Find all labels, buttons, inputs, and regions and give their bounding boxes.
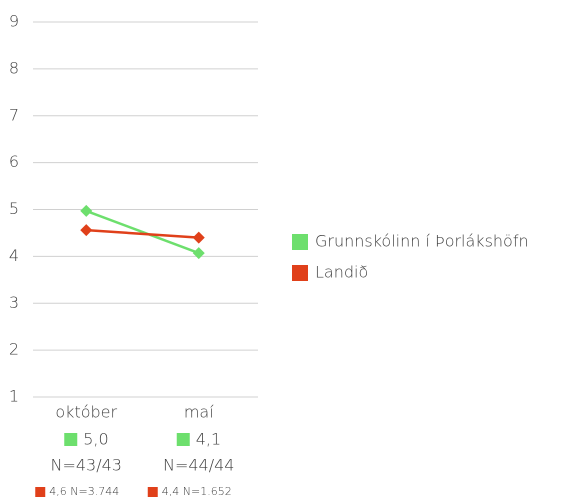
value-label: 4,1 (196, 430, 221, 449)
label-swatch (147, 487, 158, 497)
y-tick-label: 8 (9, 58, 19, 77)
y-tick-label: 9 (9, 12, 19, 31)
x-tick-label: október (55, 403, 117, 422)
legend-swatch (292, 234, 308, 250)
label-swatch (176, 433, 190, 446)
point (80, 204, 93, 217)
value-label: 4,4 (162, 485, 180, 498)
label-swatch (64, 433, 78, 446)
series-line (85, 209, 200, 255)
y-tick-label: 5 (9, 199, 19, 218)
value-label: 4,4 N=1.652 (162, 485, 232, 498)
n-label: N=44/44 (163, 456, 234, 475)
label-swatch (35, 487, 46, 497)
series-line (86, 228, 199, 239)
point (80, 224, 93, 237)
y-tick-label: 6 (9, 152, 19, 171)
point (192, 231, 205, 244)
y-tick-label: 4 (9, 246, 19, 265)
legend-label: Grunnskólinn í Þorlákshöfn (315, 232, 529, 251)
legend-swatch (292, 265, 308, 281)
y-tick-label: 1 (9, 387, 19, 406)
n-label: N=1.652 (183, 485, 232, 498)
x-tick-label: maí (184, 403, 214, 422)
value-label: 4,6 N=3.744 (49, 485, 119, 498)
y-tick-label: 7 (9, 105, 19, 124)
y-tick-label: 3 (9, 293, 19, 312)
value-label: 5,0 (83, 430, 108, 449)
value-label: 4,6 (49, 485, 67, 498)
n-label: N=43/43 (51, 456, 122, 475)
n-label: N=3.744 (70, 485, 119, 498)
legend-label: Landið (315, 263, 368, 282)
y-tick-label: 2 (9, 340, 19, 359)
point (192, 247, 205, 260)
